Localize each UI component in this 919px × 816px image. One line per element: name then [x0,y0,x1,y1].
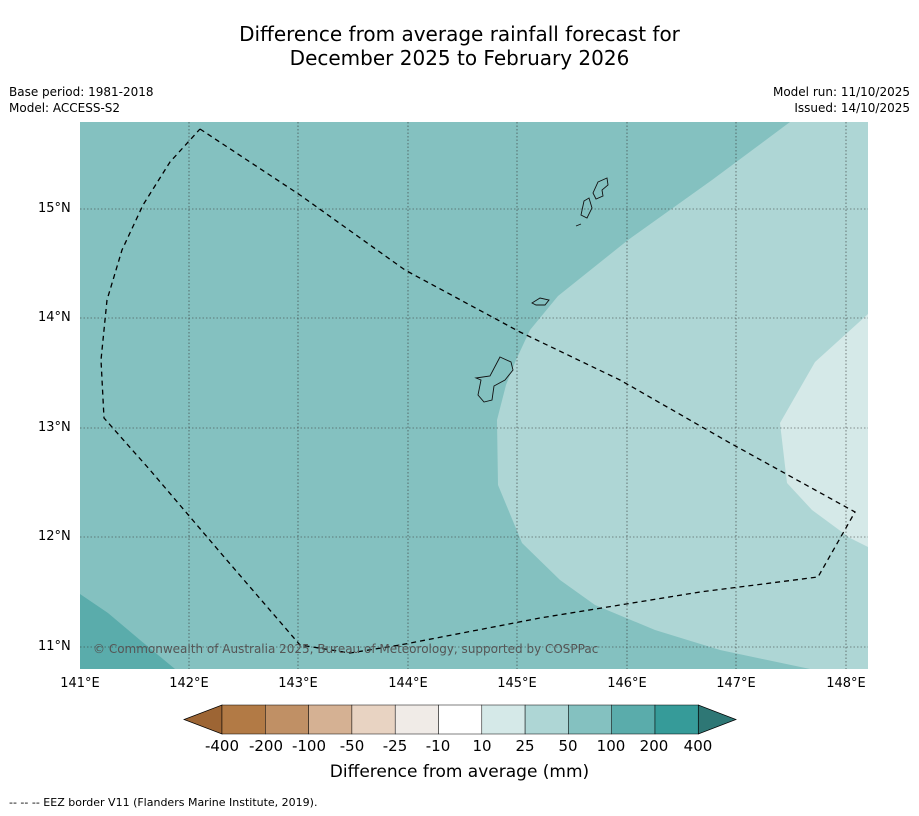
colorbar-tick: 200 [639,737,669,755]
lat-label-12n: 12°N [38,529,71,544]
eez-border [100,128,856,654]
model-run: Model run: 11/10/2025 [772,85,910,99]
colorbar-swatch [394,704,439,735]
meta-left: Base period: 1981-2018 Model: ACCESS-S2 [9,84,154,116]
colorbar-tick: 10 [472,737,492,755]
title-line-1: Difference from average rainfall forecas… [239,22,680,46]
lon-label-148e: 148°E [826,676,866,691]
guam-island [474,356,514,403]
colorbar-swatch [221,704,266,735]
lon-label-146e: 146°E [607,676,647,691]
colorbar-tick: -10 [425,737,451,755]
colorbar-swatch [611,704,656,735]
colorbar-swatch [481,704,526,735]
colorbar-tick: -400 [204,737,240,755]
colorbar-tick: -200 [248,737,284,755]
colorbar-swatch [265,704,309,735]
lat-label-14n: 14°N [38,310,71,325]
lon-label-143e: 143°E [278,676,318,691]
saipan-island [592,177,609,200]
colorbar-swatch [438,704,483,735]
lon-label-144e: 144°E [388,676,428,691]
title-line-2: December 2025 to February 2026 [289,46,630,70]
issued-date: Issued: 14/10/2025 [794,101,910,115]
colorbar-swatch [308,704,353,735]
colorbar-tick: 400 [683,737,713,755]
colorbar-tick: -100 [291,737,327,755]
lat-label-13n: 13°N [38,420,71,435]
colorbar [183,704,737,735]
rainfall-class-25-50 [497,122,868,669]
colorbar-tick: 50 [558,737,578,755]
model-name: Model: ACCESS-S2 [9,101,121,115]
lat-label-15n: 15°N [38,201,71,216]
colorbar-tick: 25 [515,737,535,755]
rota-island [531,297,550,306]
colorbar-extend-high [697,704,737,735]
lon-label-147e: 147°E [716,676,756,691]
base-period: Base period: 1981-2018 [9,85,154,99]
lon-label-141e: 141°E [60,676,100,691]
colorbar-extend-low [183,704,223,735]
lat-label-11n: 11°N [38,639,71,654]
aguijan-island [575,223,582,227]
eez-legend-note: -- -- -- EEZ border V11 (Flanders Marine… [9,796,318,809]
copyright-notice: © Commonwealth of Australia 2025, Bureau… [93,642,598,656]
islands [474,177,609,403]
graticule [80,122,868,669]
tinian-island [580,197,593,219]
lon-label-142e: 142°E [169,676,209,691]
colorbar-swatch [524,704,569,735]
rainfall-class-100-200 [80,594,175,669]
map-area: © Commonwealth of Australia 2025, Bureau… [80,122,868,669]
colorbar-tick: -50 [339,737,365,755]
colorbar-swatch [568,704,612,735]
colorbar-title: Difference from average (mm) [329,762,590,782]
colorbar-swatch [654,704,699,735]
chart-title: Difference from average rainfall forecas… [0,22,919,70]
colorbar-swatch [351,704,396,735]
rainfall-class-10-25 [780,314,868,547]
meta-right: Model run: 11/10/2025 Issued: 14/10/2025 [773,84,910,116]
lon-label-145e: 145°E [497,676,537,691]
colorbar-tick: -25 [382,737,408,755]
colorbar-tick: 100 [596,737,626,755]
